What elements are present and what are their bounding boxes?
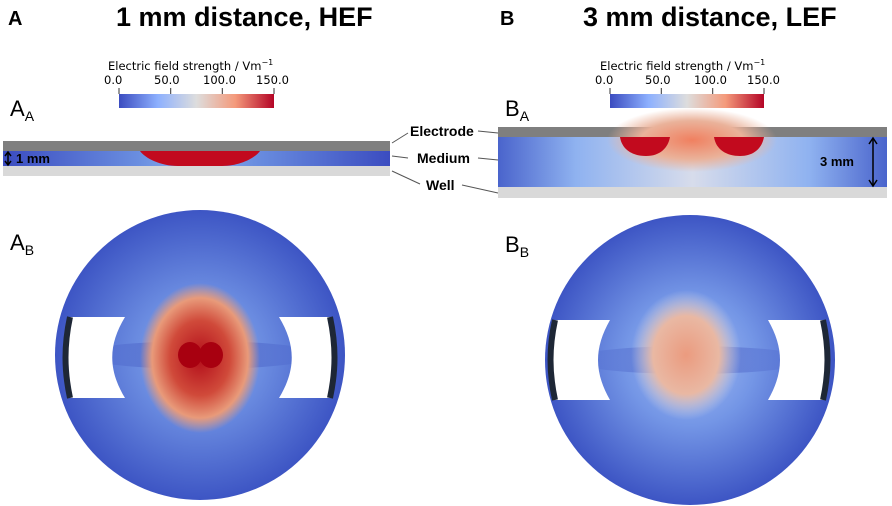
cross-section-a [3,141,390,176]
callout-electrode: Electrode [410,123,474,139]
cutout-right-b [768,320,826,400]
cross-section-b [498,108,887,198]
dimension-label-a: 1 mm [16,151,50,166]
colorbar-tick-label: 0.0 [104,73,123,87]
subpanel-label-ba: BA [505,96,530,124]
top-view-disc-b [545,215,835,505]
colorbar-ticks [118,88,765,94]
colorbar-tick-label: 50.0 [645,73,671,87]
well-layer-b [498,187,887,198]
panel-title-a: 1 mm distance, HEF [116,2,373,32]
subpanel-label-bb: BB [505,232,530,260]
cutout-right-a [279,317,333,398]
colorbar-b [610,94,764,108]
top-view-disc-a [55,210,345,500]
electrode-layer-a [3,141,390,151]
callout-lines [391,130,499,194]
well-layer-a [3,166,390,176]
colorbar-title-b: Electric field strength / Vm−1 [600,58,766,73]
colorbar-tick-label: 50.0 [154,73,180,87]
cutout-left-a [67,317,125,398]
panel-letter-b: B [500,8,515,30]
colorbar-tick-label: 100.0 [203,73,236,87]
cutout-left-b [552,320,610,400]
colorbar-tick-label: 150.0 [747,73,780,87]
callout-medium: Medium [417,150,470,166]
colorbar-title-a: Electric field strength / Vm−1 [108,58,274,73]
panel-letter-a: A [8,8,23,30]
colorbar-tick-label: 100.0 [694,73,727,87]
colorbar-tick-label: 150.0 [256,73,289,87]
callout-well: Well [426,177,455,193]
hot-zone-a [140,151,260,166]
colorbar-tick-label: 0.0 [595,73,614,87]
subpanel-label-aa: AA [10,96,35,124]
panel-title-b: 3 mm distance, LEF [583,2,837,32]
dimension-label-b: 3 mm [820,154,854,169]
colorbar-a [119,94,274,108]
subpanel-label-ab: AB [10,230,35,258]
